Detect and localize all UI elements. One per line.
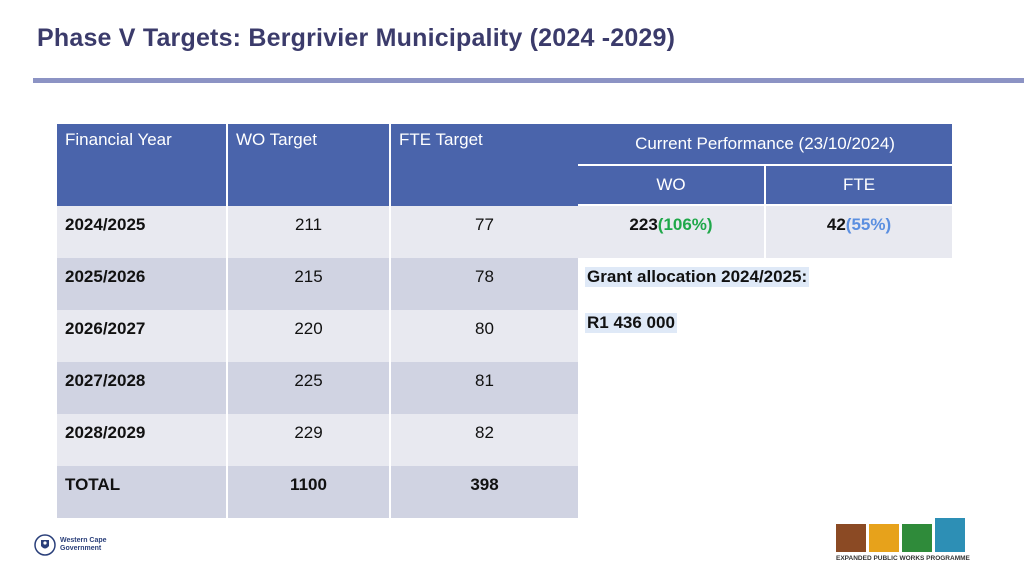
- targets-table: Financial Year WO Target FTE Target 2024…: [57, 124, 578, 518]
- wo-target-cell: 220: [227, 310, 391, 362]
- wo-value: 223: [629, 215, 658, 234]
- wcg-line1: Western Cape: [60, 537, 107, 544]
- fte-target-cell: 77: [390, 206, 578, 258]
- grant-allocation-value: R1 436 000: [585, 313, 677, 333]
- construction-icon: [836, 524, 866, 552]
- total-row: TOTAL 1100 398: [57, 466, 578, 518]
- header-wo: WO: [578, 165, 765, 205]
- epwp-caption: EXPANDED PUBLIC WORKS PROGRAMME: [836, 555, 970, 562]
- fte-percent: (55%): [845, 215, 892, 234]
- wo-performance-cell: 223(106%): [578, 204, 765, 258]
- current-performance-table: Current Performance (23/10/2024) WO FTE …: [578, 124, 953, 258]
- header-fte: FTE: [763, 165, 953, 205]
- header-financial-year: Financial Year: [57, 124, 228, 206]
- year-cell: 2024/2025: [57, 206, 228, 258]
- fte-target-cell: 81: [390, 362, 578, 414]
- wo-target-cell: 225: [227, 362, 391, 414]
- fte-target-cell: 80: [390, 310, 578, 362]
- year-cell: 2027/2028: [57, 362, 228, 414]
- wo-percent: (106%): [657, 215, 713, 234]
- year-cell: 2028/2029: [57, 414, 228, 466]
- total-wo-cell: 1100: [227, 466, 391, 518]
- total-fte-cell: 398: [390, 466, 578, 518]
- wcg-line2: Government: [60, 545, 102, 552]
- page-title: Phase V Targets: Bergrivier Municipality…: [37, 24, 676, 52]
- table-row: 2028/2029 229 82: [57, 414, 578, 466]
- social-sector-icon: [869, 524, 899, 552]
- grant-allocation-label: Grant allocation 2024/2025:: [585, 267, 810, 287]
- performance-header: Current Performance (23/10/2024): [578, 124, 953, 166]
- fte-target-cell: 78: [390, 258, 578, 310]
- wo-target-cell: 215: [227, 258, 391, 310]
- wo-target-cell: 211: [227, 206, 391, 258]
- total-label: TOTAL: [57, 466, 228, 518]
- header-fte-target: FTE Target: [390, 124, 578, 206]
- western-cape-government-logo: Western Cape Government: [34, 534, 107, 556]
- environment-icon: [902, 524, 932, 552]
- fte-target-cell: 82: [390, 414, 578, 466]
- epwp-logo: EXPANDED PUBLIC WORKS PROGRAMME: [836, 518, 970, 562]
- table-row: 2024/2025 211 77: [57, 206, 578, 258]
- fte-value: 42: [826, 215, 846, 234]
- table-row: 2025/2026 215 78: [57, 258, 578, 310]
- year-cell: 2026/2027: [57, 310, 228, 362]
- year-cell: 2025/2026: [57, 258, 228, 310]
- table-row: 2026/2027 220 80: [57, 310, 578, 362]
- fte-performance-cell: 42(55%): [763, 204, 953, 258]
- people-icon: [935, 518, 965, 552]
- table-row: 2027/2028 225 81: [57, 362, 578, 414]
- coat-of-arms-icon: [34, 534, 56, 556]
- header-wo-target: WO Target: [227, 124, 391, 206]
- wo-target-cell: 229: [227, 414, 391, 466]
- title-divider: [33, 78, 1024, 83]
